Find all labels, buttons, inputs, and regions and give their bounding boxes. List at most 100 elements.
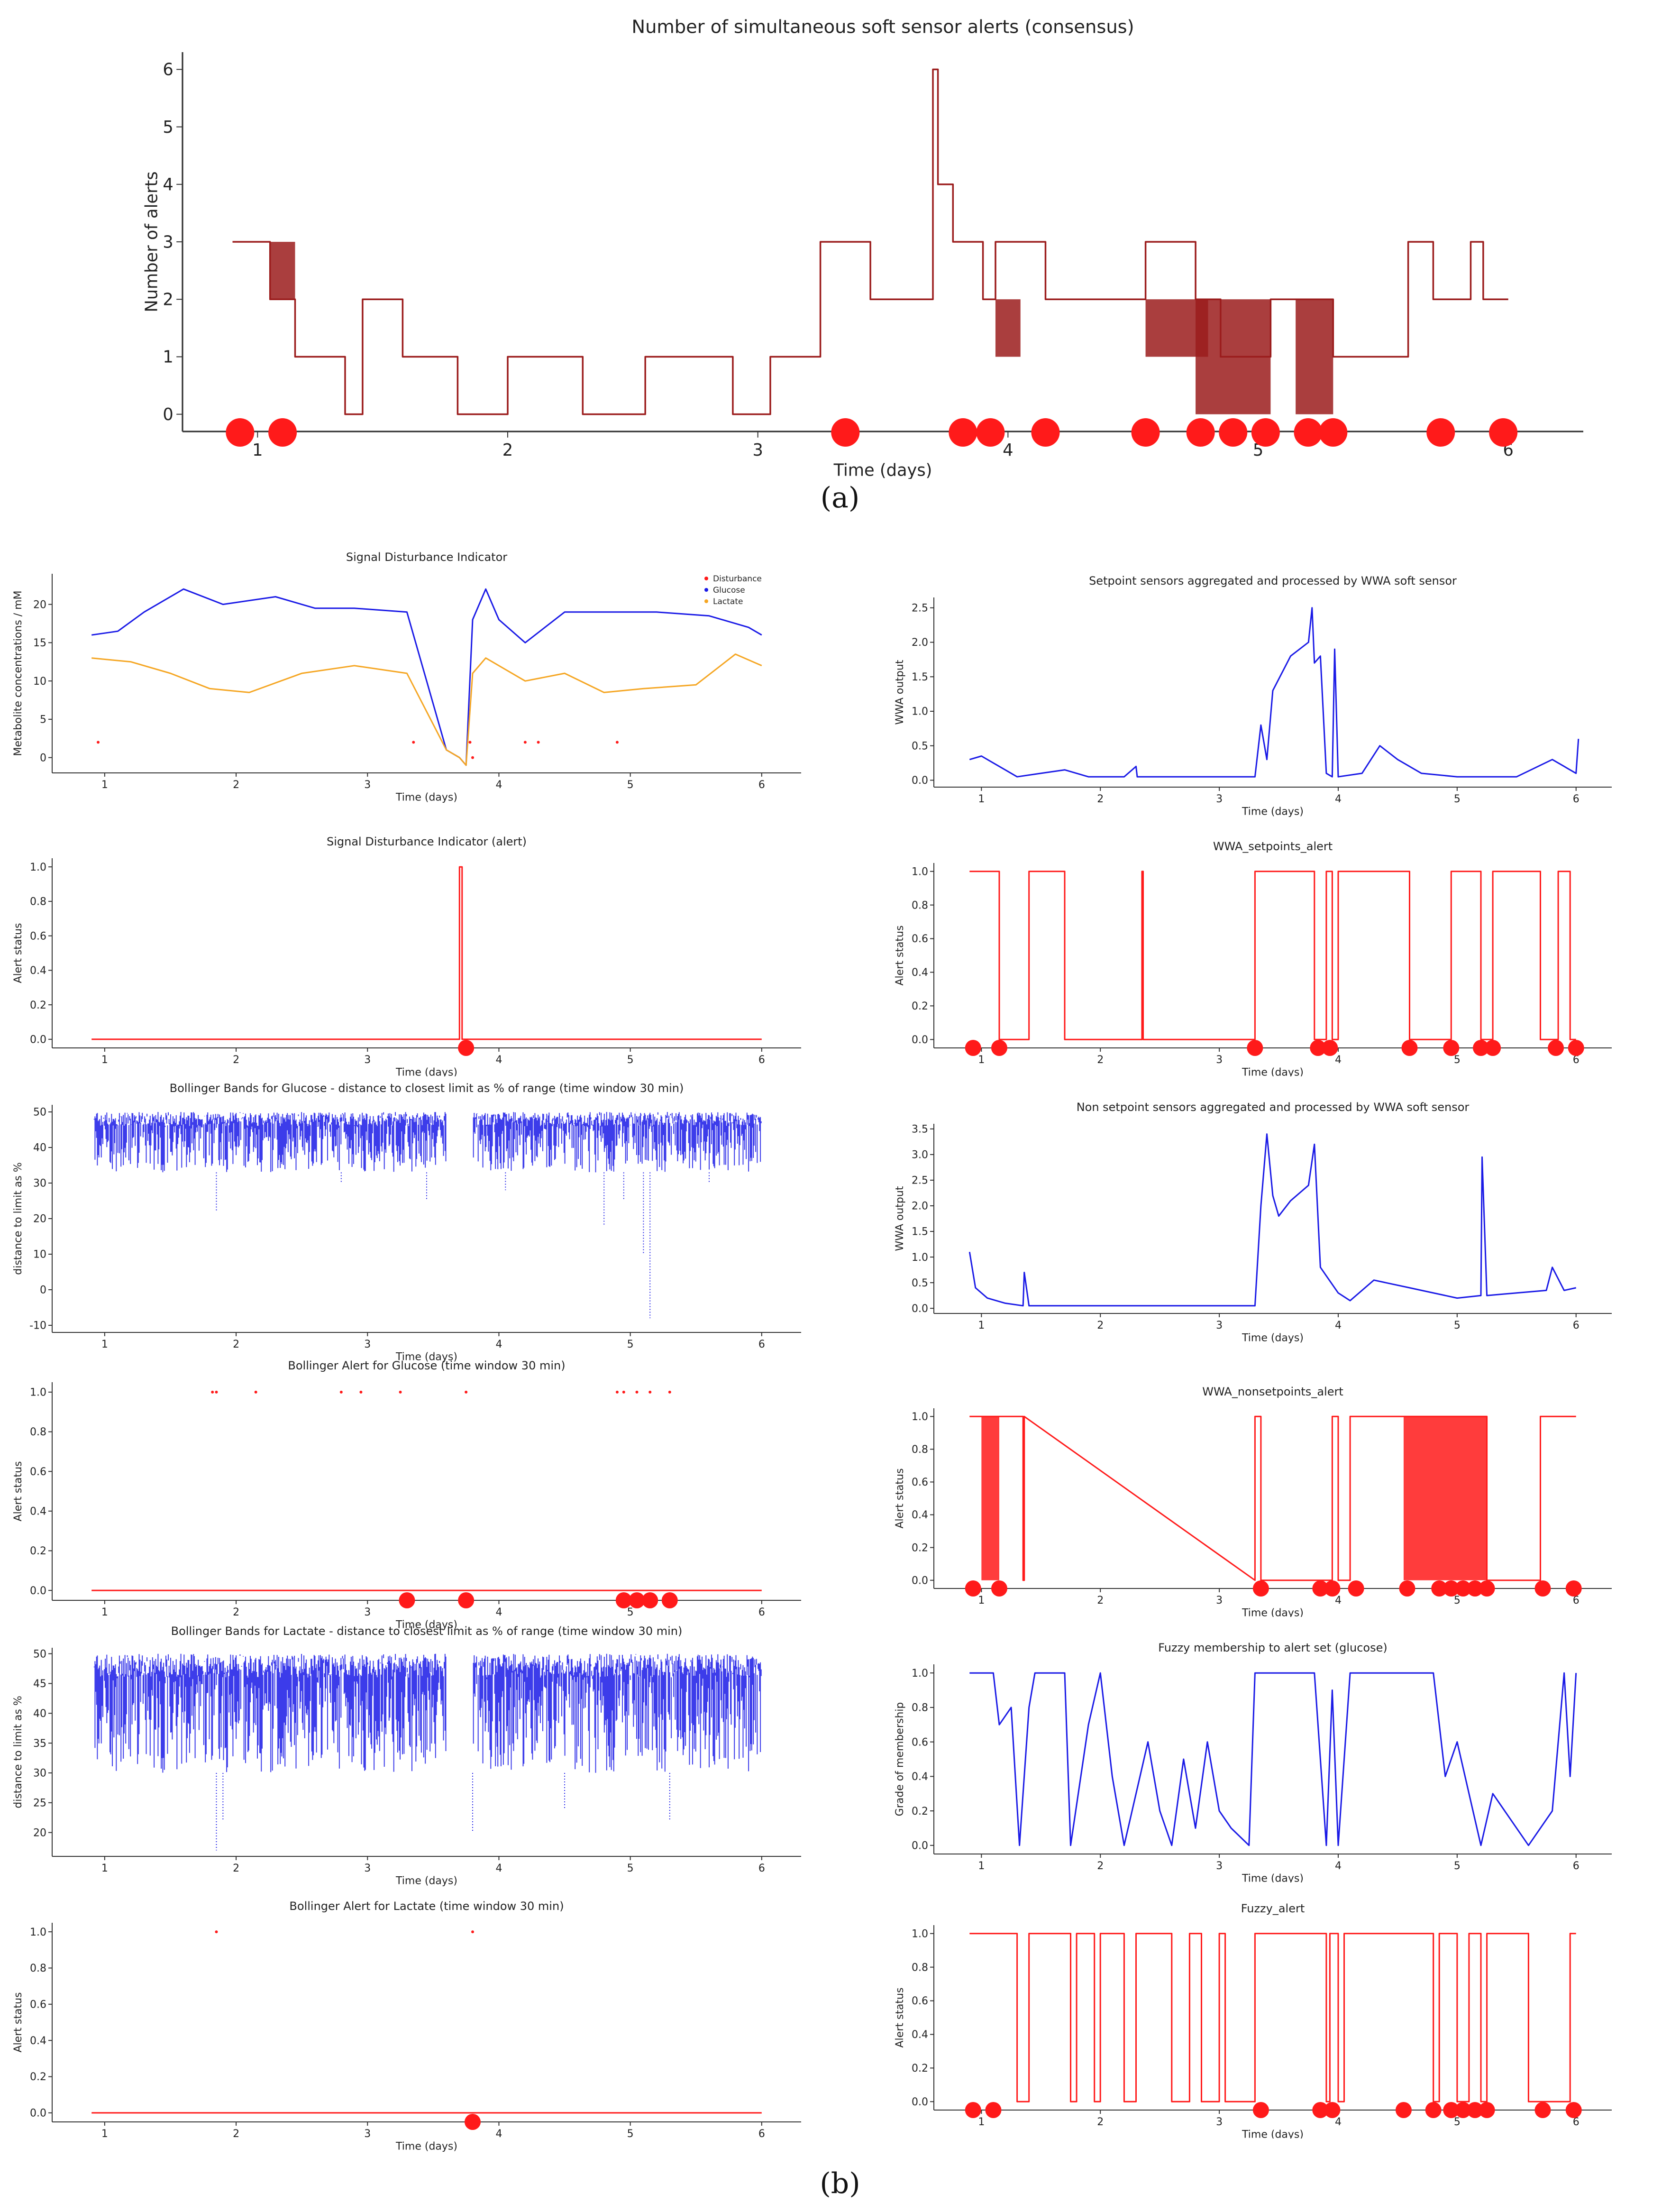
- alert-marker: [1322, 1040, 1338, 1056]
- chart-wwa-nonsetpoints-alert: WWA_nonsetpoints_alert 1 2 3 4 5 6 0.0 0.2 0.4 0.6…: [894, 1385, 1612, 1617]
- x-tick-label: 6: [758, 1606, 765, 1618]
- y-tick-label: 0.2: [912, 1806, 928, 1817]
- x-tick-label: 3: [364, 1054, 371, 1066]
- y-tick-label: 1.0: [912, 1252, 928, 1264]
- y-axis-title: WWA output: [894, 1186, 906, 1251]
- y-tick-label: 1.0: [912, 1668, 928, 1680]
- x-tick-label: 4: [1335, 1320, 1342, 1331]
- x-axis-title: Time (days): [395, 1875, 457, 1887]
- chart-title: Fuzzy membership to alert set (glucose): [1158, 1641, 1387, 1654]
- x-tick-label: 4: [495, 1863, 502, 1874]
- y-tick-label: 0.6: [912, 1736, 928, 1748]
- x-tick-label: 2: [233, 1054, 239, 1066]
- y-tick-label: 0.6: [912, 1477, 928, 1488]
- x-tick-label: 6: [1573, 1320, 1580, 1331]
- alert-marker: [1443, 1580, 1460, 1597]
- chart-fuzzy-alert: Fuzzy_alert 1 2 3 4 5 6 0.0 0.2 0.4 0.6 0.8 1.0 Time …: [894, 1902, 1612, 2139]
- x-tick-label: 4: [1003, 441, 1013, 460]
- y-tick-label: 1: [163, 348, 173, 367]
- dense-switch-band: [270, 242, 295, 300]
- y-tick-label: 40: [33, 1708, 46, 1720]
- alert-marker: [1489, 418, 1518, 447]
- alert-marker: [1186, 418, 1215, 447]
- alert-marker: [1251, 418, 1280, 447]
- y-tick-label: 0.0: [30, 2108, 46, 2120]
- distance-scatter-band: [93, 1653, 762, 1773]
- y-tick-label: 0.2: [30, 1000, 46, 1011]
- x-tick-label: 1: [978, 1320, 985, 1331]
- y-tick-label: 1.0: [912, 1411, 928, 1423]
- alert-marker: [1479, 1580, 1495, 1597]
- y-tick-label: 2.0: [912, 637, 928, 649]
- alert-point: [399, 1390, 402, 1394]
- y-tick-label: 0.2: [912, 2063, 928, 2074]
- chart-bollinger-lactate: Bollinger Bands for Lactate - distance t…: [12, 1625, 801, 1887]
- series-line-alert: [969, 871, 1576, 1040]
- alert-marker: [1473, 1040, 1489, 1056]
- caption-b: (b): [820, 2167, 860, 2200]
- y-tick-label: 0.0: [912, 775, 928, 787]
- y-tick-label: 50: [33, 1648, 46, 1660]
- x-tick-label: 2: [233, 1339, 239, 1350]
- x-tick-label: 4: [495, 1606, 502, 1618]
- alert-point: [215, 1930, 218, 1934]
- y-tick-label: 0.2: [30, 2071, 46, 2083]
- y-tick-label: 0.0: [30, 1034, 46, 1046]
- y-tick-label: 1.0: [912, 706, 928, 718]
- y-tick-label: 0.4: [30, 1506, 46, 1518]
- x-axis-title: Time (days): [1242, 806, 1304, 817]
- x-axis-title: Time (days): [1242, 1872, 1304, 1882]
- alert-point: [615, 1390, 619, 1394]
- dense-switch-band: [1296, 299, 1333, 414]
- x-tick-label: 5: [1454, 793, 1461, 805]
- x-tick-label: 2: [1097, 793, 1104, 805]
- alert-marker: [1247, 1040, 1263, 1056]
- y-tick-label: 0.8: [30, 1963, 46, 1974]
- y-tick-label: 0.4: [30, 965, 46, 977]
- x-tick-label: 3: [1216, 1595, 1223, 1606]
- plot-area: [91, 866, 762, 1040]
- x-tick-label: 1: [978, 2116, 985, 2128]
- y-tick-label: 3.0: [912, 1149, 928, 1161]
- plot-area: [91, 1930, 762, 2114]
- alert-marker: [1395, 2102, 1412, 2118]
- x-tick-label: 4: [1335, 2116, 1342, 2128]
- x-tick-label: 5: [1454, 1860, 1461, 1872]
- x-tick-label: 3: [364, 779, 371, 791]
- x-tick-label: 2: [233, 1863, 239, 1874]
- chart-title: Bollinger Alert for Glucose (time window…: [288, 1359, 565, 1372]
- alert-marker: [1324, 1580, 1341, 1597]
- y-tick-label: 0: [163, 405, 173, 424]
- x-tick-label: 1: [978, 1054, 985, 1066]
- y-tick-label: 5: [40, 714, 46, 726]
- chart-title: Fuzzy_alert: [1241, 1902, 1305, 1915]
- x-tick-label: 2: [233, 1606, 239, 1618]
- chart-wwa-nonsetpoints: Non setpoint sensors aggregated and proc…: [894, 1101, 1612, 1344]
- alert-marker: [1431, 1580, 1448, 1597]
- caption-a: (a): [820, 481, 860, 514]
- disturbance-point: [412, 741, 415, 744]
- x-tick-label: 1: [978, 1595, 985, 1606]
- alert-point: [635, 1390, 639, 1394]
- alert-point: [471, 1930, 475, 1934]
- plot-area: [969, 871, 1576, 1040]
- chart-consensus: Number of simultaneous soft sensor alert…: [142, 17, 1583, 479]
- legend-marker: [704, 588, 708, 592]
- y-tick-label: 15: [33, 637, 46, 649]
- x-tick-label: 6: [1573, 793, 1580, 805]
- alert-marker: [1131, 418, 1160, 447]
- y-tick-label: 1.0: [30, 1927, 46, 1938]
- y-tick-label: 1.5: [912, 1226, 928, 1238]
- x-tick-label: 1: [101, 1606, 108, 1618]
- y-tick-label: 6: [163, 60, 173, 80]
- alert-marker: [1565, 1580, 1582, 1597]
- y-tick-label: 0.5: [912, 740, 928, 752]
- chart-bollinger-glucose: Bollinger Bands for Glucose - distance t…: [12, 1082, 801, 1363]
- alert-point: [668, 1390, 671, 1394]
- y-axis-title: Number of alerts: [142, 171, 162, 312]
- dense-switch-band: [1403, 1416, 1487, 1580]
- x-tick-label: 5: [627, 779, 634, 791]
- alert-marker: [1401, 1040, 1418, 1056]
- y-tick-label: 1.0: [30, 862, 46, 873]
- y-tick-label: 0.6: [30, 1466, 46, 1478]
